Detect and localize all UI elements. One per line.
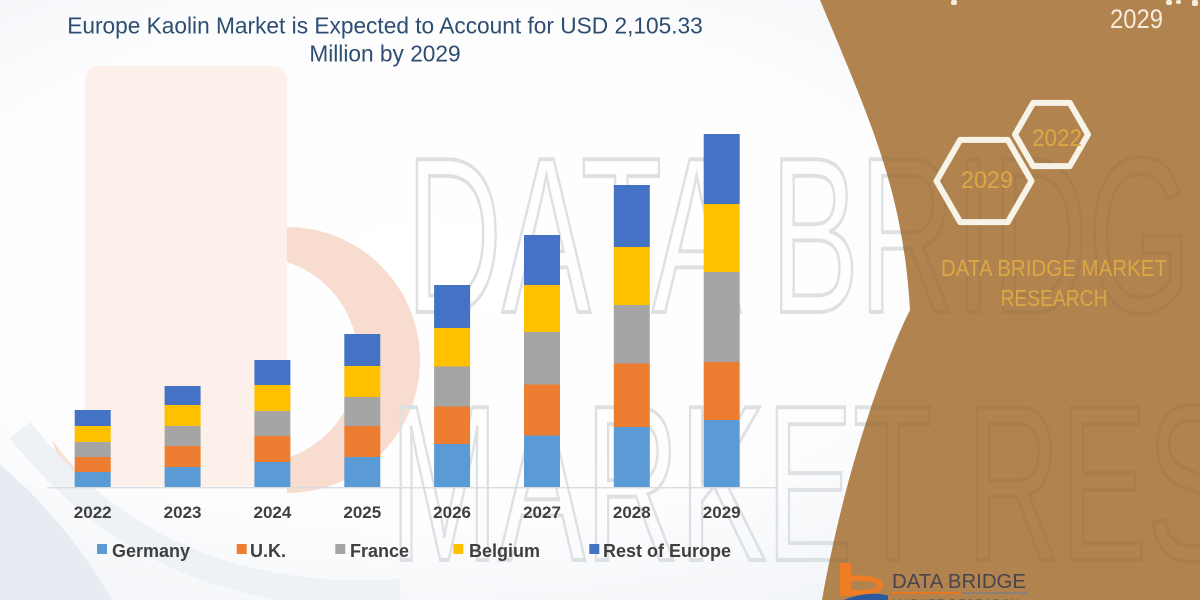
svg-text:Europe Kaolin Market is Expect: Europe Kaolin Market is Expected to Acco… bbox=[67, 13, 703, 39]
svg-text:2022: 2022 bbox=[1032, 125, 1082, 152]
svg-text:MARKET RESEARCH: MARKET RESEARCH bbox=[892, 598, 1020, 600]
svg-text:France: France bbox=[350, 541, 409, 561]
svg-text:Million by 2029: Million by 2029 bbox=[309, 41, 460, 67]
svg-text:U.K.: U.K. bbox=[250, 541, 286, 561]
svg-text:Germany: Germany bbox=[112, 541, 190, 561]
svg-text:2026: 2026 bbox=[433, 503, 471, 522]
svg-text:DATA BRIDGE MARKET: DATA BRIDGE MARKET bbox=[941, 255, 1167, 281]
svg-text:MARKET RESEARCH: MARKET RESEARCH bbox=[390, 360, 1200, 600]
svg-text:2027: 2027 bbox=[523, 503, 561, 522]
svg-text:2028: 2028 bbox=[613, 503, 651, 522]
svg-text:2029: 2029 bbox=[1110, 4, 1163, 34]
svg-text:2025: 2025 bbox=[343, 503, 381, 522]
svg-text:2029: 2029 bbox=[961, 167, 1013, 194]
svg-text:DATA BRIDGE: DATA BRIDGE bbox=[892, 571, 1026, 593]
svg-text:2024: 2024 bbox=[253, 503, 291, 522]
svg-text:2022: 2022 bbox=[74, 503, 112, 522]
svg-text:RESEARCH: RESEARCH bbox=[1001, 285, 1108, 311]
svg-text:Belgium: Belgium bbox=[469, 541, 540, 561]
svg-text:2029: 2029 bbox=[703, 503, 741, 522]
svg-text:2023: 2023 bbox=[164, 503, 202, 522]
svg-text:Rest of Europe: Rest of Europe bbox=[603, 541, 731, 561]
